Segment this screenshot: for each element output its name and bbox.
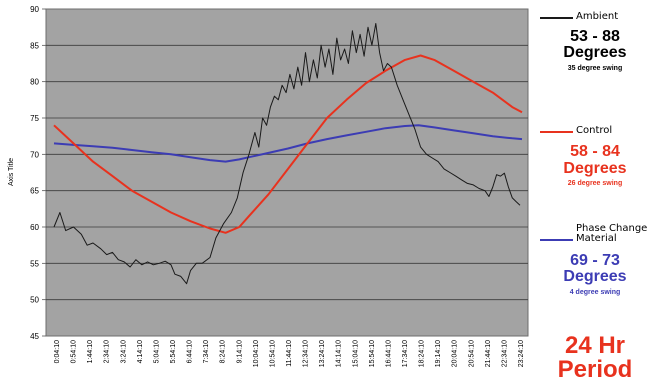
plot-area xyxy=(45,8,529,337)
series-lines xyxy=(53,23,523,285)
legend-label-pcm-line2: Material xyxy=(576,233,617,244)
legend-swatch-pcm xyxy=(540,239,573,241)
ambient-swing: 35 degree swing xyxy=(567,65,623,72)
x-tick-label: 22:34:10 xyxy=(501,340,508,367)
x-tick-label: 23:24:10 xyxy=(518,340,525,367)
x-tick-label: 2:34:10 xyxy=(104,340,111,363)
pcm-swing: 4 degree swing xyxy=(569,289,621,296)
x-tick-label: 1:44:10 xyxy=(87,340,94,363)
x-tick-label: 15:54:10 xyxy=(369,340,376,367)
x-tick-label: 10:04:10 xyxy=(253,340,260,367)
x-tick-label: 6:44:10 xyxy=(187,340,194,363)
x-tick-label: 13:24:10 xyxy=(319,340,326,367)
period-line2: Period xyxy=(557,356,633,383)
control-range: 58 - 84 xyxy=(570,143,620,160)
x-tick-label: 8:24:10 xyxy=(220,340,227,363)
x-tick-label: 7:34:10 xyxy=(203,340,210,363)
y-tick-label: 75 xyxy=(30,114,39,123)
control-swing: 26 degree swing xyxy=(567,180,623,187)
y-tick-label: 70 xyxy=(30,150,39,159)
legend-label-control: Control xyxy=(576,125,613,136)
x-axis-ticks: 0:04:10 0:54:10 1:44:10 2:34:10 3:24:10 4:14:… xyxy=(54,340,525,367)
x-tick-label: 11:44:10 xyxy=(286,340,293,367)
series-line-phase-change-material xyxy=(53,124,523,163)
x-tick-label: 14:14:10 xyxy=(336,340,343,367)
y-tick-label: 85 xyxy=(30,41,39,50)
y-tick-label: 80 xyxy=(30,78,39,87)
pcm-unit: Degrees xyxy=(563,268,627,285)
x-tick-label: 12:34:10 xyxy=(303,340,310,367)
legend-label-pcm-line1: Phase Change xyxy=(576,223,648,234)
y-tick-label: 50 xyxy=(30,296,39,305)
legend-label-ambient: Ambient xyxy=(576,11,619,22)
x-tick-label: 3:24:10 xyxy=(120,340,127,363)
x-tick-label: 0:04:10 xyxy=(54,340,61,363)
series-line-ambient xyxy=(53,23,521,285)
y-tick-label: 90 xyxy=(30,5,39,14)
x-tick-label: 10:54:10 xyxy=(269,340,276,367)
x-tick-label: 9:14:10 xyxy=(236,340,243,363)
ambient-range: 53 - 88 xyxy=(570,28,620,45)
y-axis-title: Axis Title xyxy=(8,158,15,186)
y-tick-label: 55 xyxy=(30,259,39,268)
y-tick-label: 65 xyxy=(30,187,39,196)
x-tick-label: 16:44:10 xyxy=(385,340,392,367)
series-line-control xyxy=(53,54,523,234)
pcm-range: 69 - 73 xyxy=(570,252,620,269)
x-tick-label: 17:34:10 xyxy=(402,340,409,367)
y-axis-ticks: 45 50 55 60 65 70 75 80 85 90 xyxy=(30,5,46,341)
y-tick-label: 45 xyxy=(30,332,39,341)
x-tick-label: 5:54:10 xyxy=(170,340,177,363)
x-tick-label: 21:44:10 xyxy=(485,340,492,367)
x-tick-label: 0:54:10 xyxy=(71,340,78,363)
x-tick-label: 4:14:10 xyxy=(137,340,144,363)
x-tick-label: 18:24:10 xyxy=(419,340,426,367)
x-tick-label: 20:54:10 xyxy=(468,340,475,367)
period-line1: 24 Hr xyxy=(564,332,626,359)
legend-swatch-ambient xyxy=(540,17,573,19)
x-tick-label: 15:04:10 xyxy=(352,340,359,367)
control-unit: Degrees xyxy=(563,160,627,177)
ambient-unit: Degrees xyxy=(563,44,627,61)
legend-swatch-control xyxy=(540,131,573,133)
x-tick-label: 20:04:10 xyxy=(452,340,459,367)
x-tick-label: 5:04:10 xyxy=(153,340,160,363)
y-tick-label: 60 xyxy=(30,223,39,232)
x-tick-label: 19:14:10 xyxy=(435,340,442,367)
